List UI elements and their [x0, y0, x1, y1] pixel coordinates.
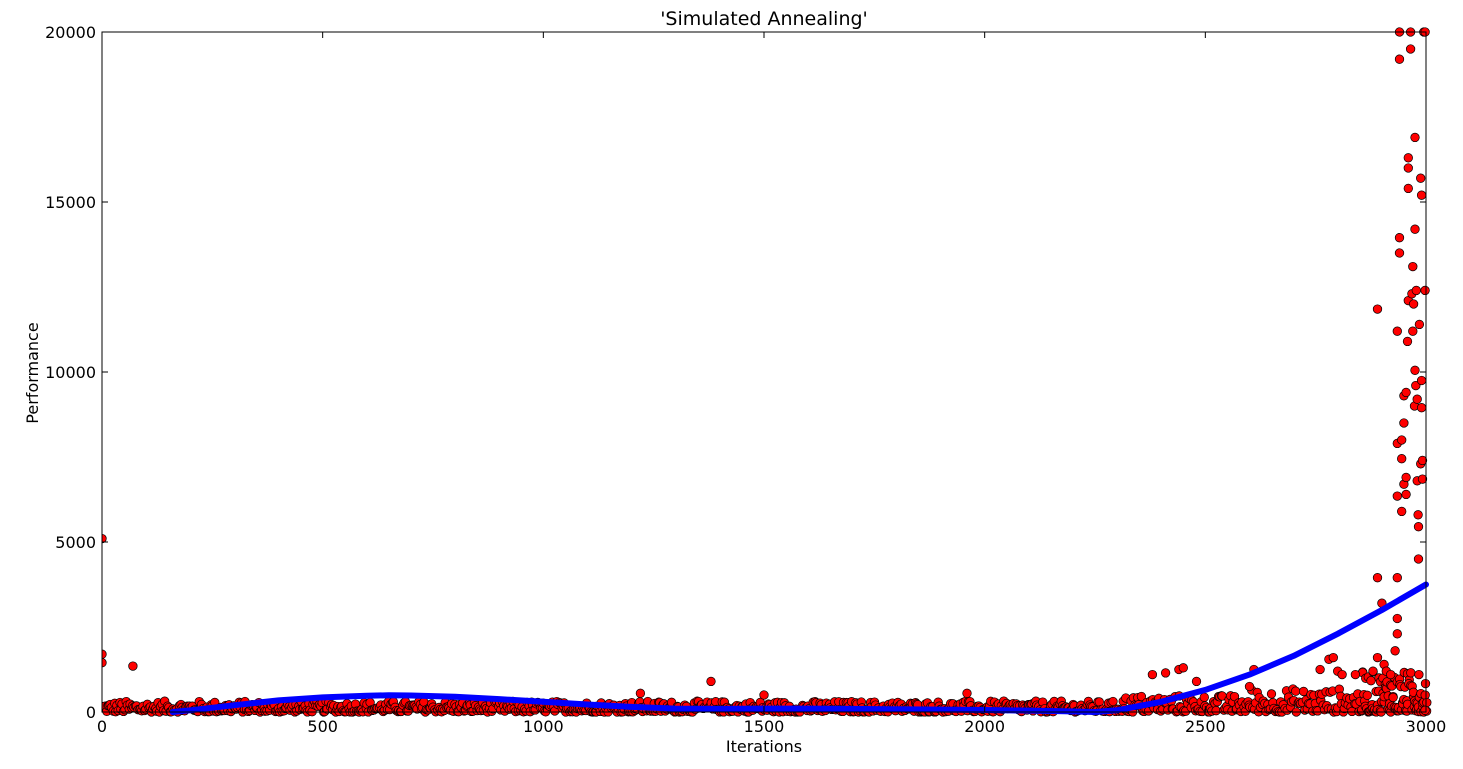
- data-point: [1291, 686, 1301, 696]
- data-point: [1397, 454, 1407, 464]
- data-point: [1413, 510, 1423, 520]
- data-point: [1417, 474, 1428, 484]
- data-point: [1405, 44, 1416, 54]
- fit-line: [169, 581, 1429, 715]
- data-point: [1406, 668, 1416, 678]
- y-axis-title: Performance: [23, 322, 42, 423]
- data-point: [1420, 285, 1430, 296]
- data-point: [1397, 506, 1407, 517]
- data-point: [1402, 336, 1413, 347]
- data-point: [1401, 489, 1411, 500]
- data-point: [1413, 554, 1424, 564]
- data-point: [1136, 691, 1147, 702]
- data-point: [102, 649, 107, 659]
- data-point: [1368, 666, 1378, 676]
- data-point: [1416, 403, 1427, 413]
- data-point: [1413, 522, 1424, 532]
- plot-area: [102, 27, 1432, 717]
- data-point: [1178, 663, 1188, 673]
- data-point: [1211, 706, 1221, 716]
- data-point: [1416, 173, 1426, 183]
- data-point: [1410, 365, 1420, 375]
- axes-frame: [101, 31, 1427, 713]
- data-point: [128, 661, 138, 671]
- y-tick-label: 5000: [55, 533, 96, 552]
- data-point: [1350, 669, 1361, 680]
- data-point: [1403, 153, 1413, 163]
- data-point: [102, 658, 107, 668]
- y-tick-label: 10000: [45, 363, 96, 382]
- data-point: [1403, 163, 1413, 173]
- data-point: [1392, 613, 1402, 624]
- data-point: [1372, 304, 1383, 314]
- x-tick-label: 0: [97, 717, 107, 736]
- data-point: [1386, 669, 1396, 680]
- data-point: [1199, 692, 1209, 702]
- data-point: [1390, 646, 1400, 656]
- x-tick-label: 1500: [744, 717, 785, 736]
- data-point: [1392, 573, 1402, 583]
- data-point: [1420, 705, 1430, 715]
- y-tick-label: 0: [86, 703, 96, 722]
- data-point: [1410, 132, 1420, 143]
- data-point: [1401, 472, 1411, 483]
- data-point: [1315, 664, 1325, 675]
- data-point: [1392, 491, 1402, 501]
- data-point: [1408, 326, 1418, 336]
- x-tick-label: 2500: [1185, 717, 1226, 736]
- data-point: [102, 533, 107, 544]
- x-tick-label: 1000: [523, 717, 564, 736]
- data-point: [1244, 681, 1255, 692]
- data-point: [1147, 669, 1158, 680]
- data-point: [1394, 248, 1405, 258]
- y-tick-label: 20000: [45, 23, 96, 42]
- x-tick-label: 2000: [964, 717, 1005, 736]
- data-point: [1191, 676, 1202, 687]
- data-point: [1108, 696, 1118, 707]
- data-point: [1266, 689, 1277, 699]
- x-tick-label: 500: [307, 717, 338, 736]
- data-point: [1416, 190, 1427, 200]
- data-point: [1403, 183, 1413, 194]
- data-point: [1414, 319, 1425, 330]
- y-tick-label: 15000: [45, 193, 96, 212]
- data-point: [1408, 261, 1418, 272]
- data-point: [1416, 375, 1427, 386]
- data-point: [1414, 669, 1424, 680]
- chart-title: 'Simulated Annealing': [660, 8, 868, 30]
- data-point: [1412, 394, 1422, 404]
- data-point: [1362, 690, 1372, 700]
- data-point: [1388, 692, 1398, 703]
- data-point: [1392, 326, 1402, 336]
- x-tick-label: 3000: [1406, 717, 1447, 736]
- data-point: [1392, 629, 1402, 639]
- data-point: [1411, 380, 1421, 391]
- data-point: [1394, 233, 1405, 243]
- data-point: [1160, 668, 1171, 678]
- data-point: [1328, 652, 1338, 663]
- y-axis: 0 5000 10000 15000 20000: [45, 23, 1426, 722]
- data-point: [1401, 387, 1411, 398]
- data-point: [1411, 285, 1421, 296]
- data-point: [1399, 418, 1409, 428]
- x-axis: 0 500 1000 1500 2000 2500 3000: [97, 32, 1446, 736]
- data-point: [1422, 697, 1432, 708]
- data-point: [1408, 299, 1419, 309]
- data-point: [962, 688, 972, 698]
- data-point: [1417, 455, 1428, 466]
- x-axis-title: Iterations: [726, 737, 802, 756]
- data-point: [1337, 669, 1347, 680]
- data-point: [706, 676, 716, 687]
- data-point: [1366, 676, 1376, 686]
- data-point: [1372, 652, 1383, 663]
- data-point: [1410, 224, 1420, 234]
- data-point: [1420, 690, 1430, 700]
- data-point: [1394, 54, 1405, 64]
- data-point: [1372, 573, 1383, 583]
- data-point: [1397, 435, 1407, 445]
- data-point: [759, 690, 769, 700]
- data-point: [635, 688, 646, 698]
